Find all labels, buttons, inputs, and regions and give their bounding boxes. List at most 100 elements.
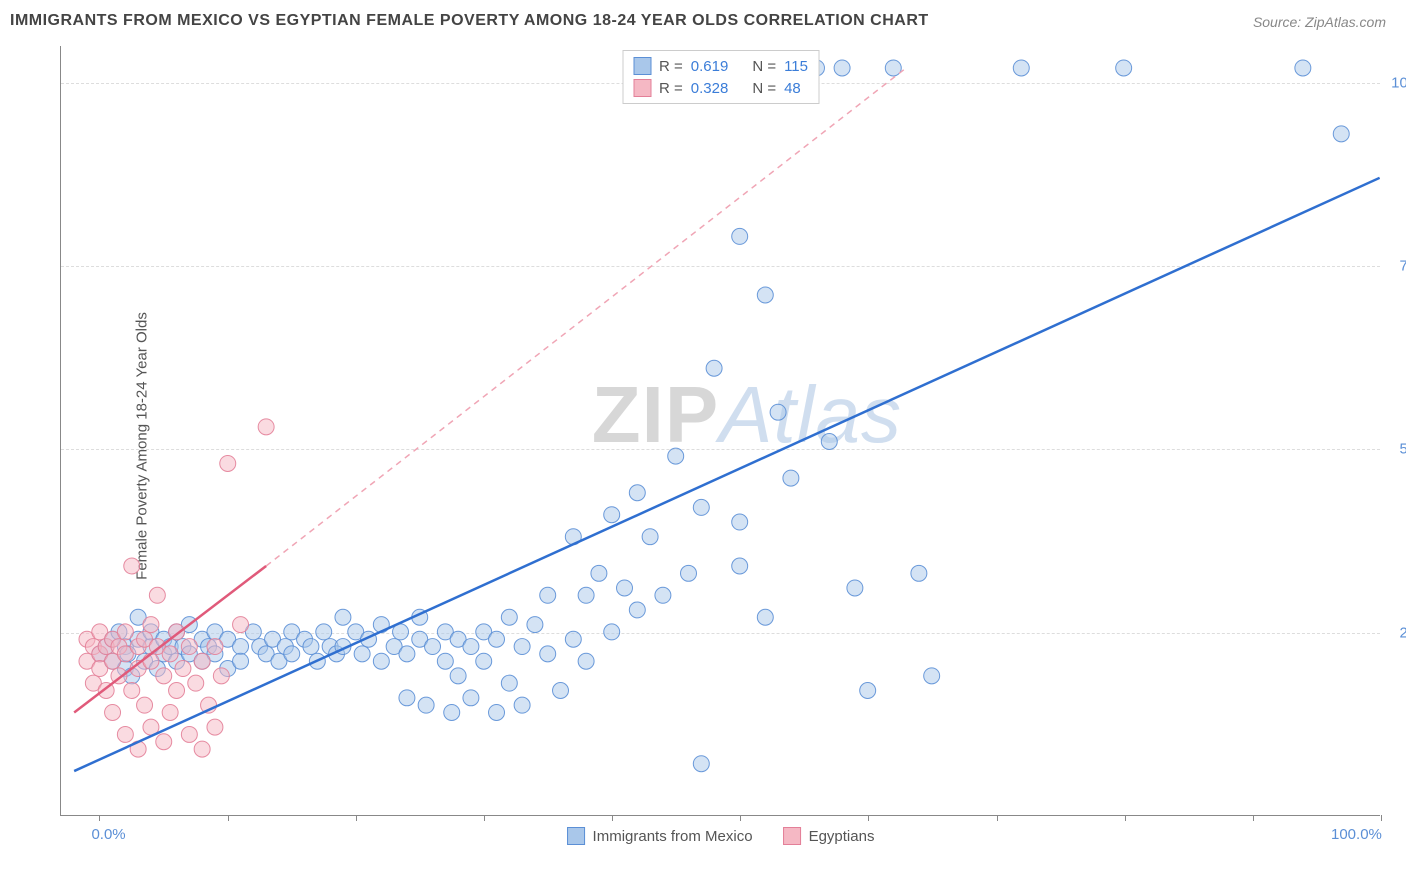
legend-label: Egyptians: [809, 828, 875, 845]
data-point: [181, 726, 197, 742]
data-point: [207, 719, 223, 735]
data-point: [668, 448, 684, 464]
data-point: [540, 646, 556, 662]
data-point: [527, 617, 543, 633]
data-point: [604, 507, 620, 523]
x-tick: [1253, 815, 1254, 821]
data-point: [604, 624, 620, 640]
data-point: [681, 565, 697, 581]
x-tick: [356, 815, 357, 821]
source-link[interactable]: ZipAtlas.com: [1305, 14, 1386, 30]
y-tick-label: 100.0%: [1391, 74, 1406, 91]
data-point: [213, 668, 229, 684]
data-point: [847, 580, 863, 596]
data-point: [175, 661, 191, 677]
data-point: [124, 558, 140, 574]
data-point: [137, 697, 153, 713]
data-point: [284, 646, 300, 662]
data-point: [911, 565, 927, 581]
data-point: [501, 675, 517, 691]
legend-r-value: 0.619: [691, 58, 729, 75]
x-tick: [228, 815, 229, 821]
source-prefix: Source:: [1253, 14, 1305, 30]
data-point: [156, 668, 172, 684]
data-point: [860, 683, 876, 699]
plot-svg: [61, 46, 1380, 815]
plot-area: ZIPAtlas R = 0.619 N = 115 R = 0.328 N =…: [60, 46, 1380, 816]
x-tick: [99, 815, 100, 821]
data-point: [476, 653, 492, 669]
data-point: [194, 741, 210, 757]
data-point: [514, 697, 530, 713]
data-point: [783, 470, 799, 486]
data-point: [169, 683, 185, 699]
data-point: [124, 683, 140, 699]
x-tick: [1381, 815, 1382, 821]
data-point: [220, 455, 236, 471]
data-point: [207, 639, 223, 655]
legend-row: R = 0.619 N = 115: [633, 55, 808, 77]
legend-label: Immigrants from Mexico: [593, 828, 753, 845]
x-tick: [484, 815, 485, 821]
data-point: [181, 639, 197, 655]
data-point: [399, 646, 415, 662]
data-point: [489, 631, 505, 647]
legend-n-value: 115: [784, 58, 808, 75]
legend-n-value: 48: [784, 80, 801, 97]
x-tick: [868, 815, 869, 821]
data-point: [821, 433, 837, 449]
data-point: [233, 639, 249, 655]
x-tick: [997, 815, 998, 821]
data-point: [233, 617, 249, 633]
data-point: [162, 704, 178, 720]
data-point: [578, 653, 594, 669]
data-point: [770, 404, 786, 420]
data-point: [617, 580, 633, 596]
data-point: [303, 639, 319, 655]
data-point: [1333, 126, 1349, 142]
data-point: [233, 653, 249, 669]
legend-swatch: [783, 827, 801, 845]
x-tick: [740, 815, 741, 821]
x-tick-label: 100.0%: [1331, 826, 1382, 843]
chart-container: IMMIGRANTS FROM MEXICO VS EGYPTIAN FEMAL…: [0, 0, 1406, 892]
y-tick-label: 50.0%: [1399, 441, 1406, 458]
data-point: [463, 690, 479, 706]
data-point: [194, 653, 210, 669]
legend-correlation: R = 0.619 N = 115 R = 0.328 N = 48: [622, 50, 819, 104]
trend-line: [74, 178, 1379, 771]
data-point: [629, 485, 645, 501]
data-point: [540, 587, 556, 603]
data-point: [629, 602, 645, 618]
data-point: [1295, 60, 1311, 76]
data-point: [162, 646, 178, 662]
data-point: [757, 287, 773, 303]
data-point: [258, 419, 274, 435]
data-point: [188, 675, 204, 691]
legend-r-value: 0.328: [691, 80, 729, 97]
data-point: [143, 617, 159, 633]
chart-title: IMMIGRANTS FROM MEXICO VS EGYPTIAN FEMAL…: [10, 12, 929, 30]
data-point: [732, 558, 748, 574]
data-point: [706, 360, 722, 376]
data-point: [117, 624, 133, 640]
y-tick-label: 75.0%: [1399, 258, 1406, 275]
data-point: [444, 704, 460, 720]
data-point: [553, 683, 569, 699]
data-point: [757, 609, 773, 625]
legend-row: R = 0.328 N = 48: [633, 77, 808, 99]
data-point: [399, 690, 415, 706]
data-point: [463, 639, 479, 655]
data-point: [834, 60, 850, 76]
data-point: [335, 609, 351, 625]
x-tick: [612, 815, 613, 821]
data-point: [450, 668, 466, 684]
data-point: [156, 734, 172, 750]
data-point: [732, 228, 748, 244]
legend-swatch: [567, 827, 585, 845]
data-point: [354, 646, 370, 662]
legend-item: Egyptians: [783, 827, 875, 845]
data-point: [693, 499, 709, 515]
data-point: [565, 631, 581, 647]
legend-swatch: [633, 79, 651, 97]
